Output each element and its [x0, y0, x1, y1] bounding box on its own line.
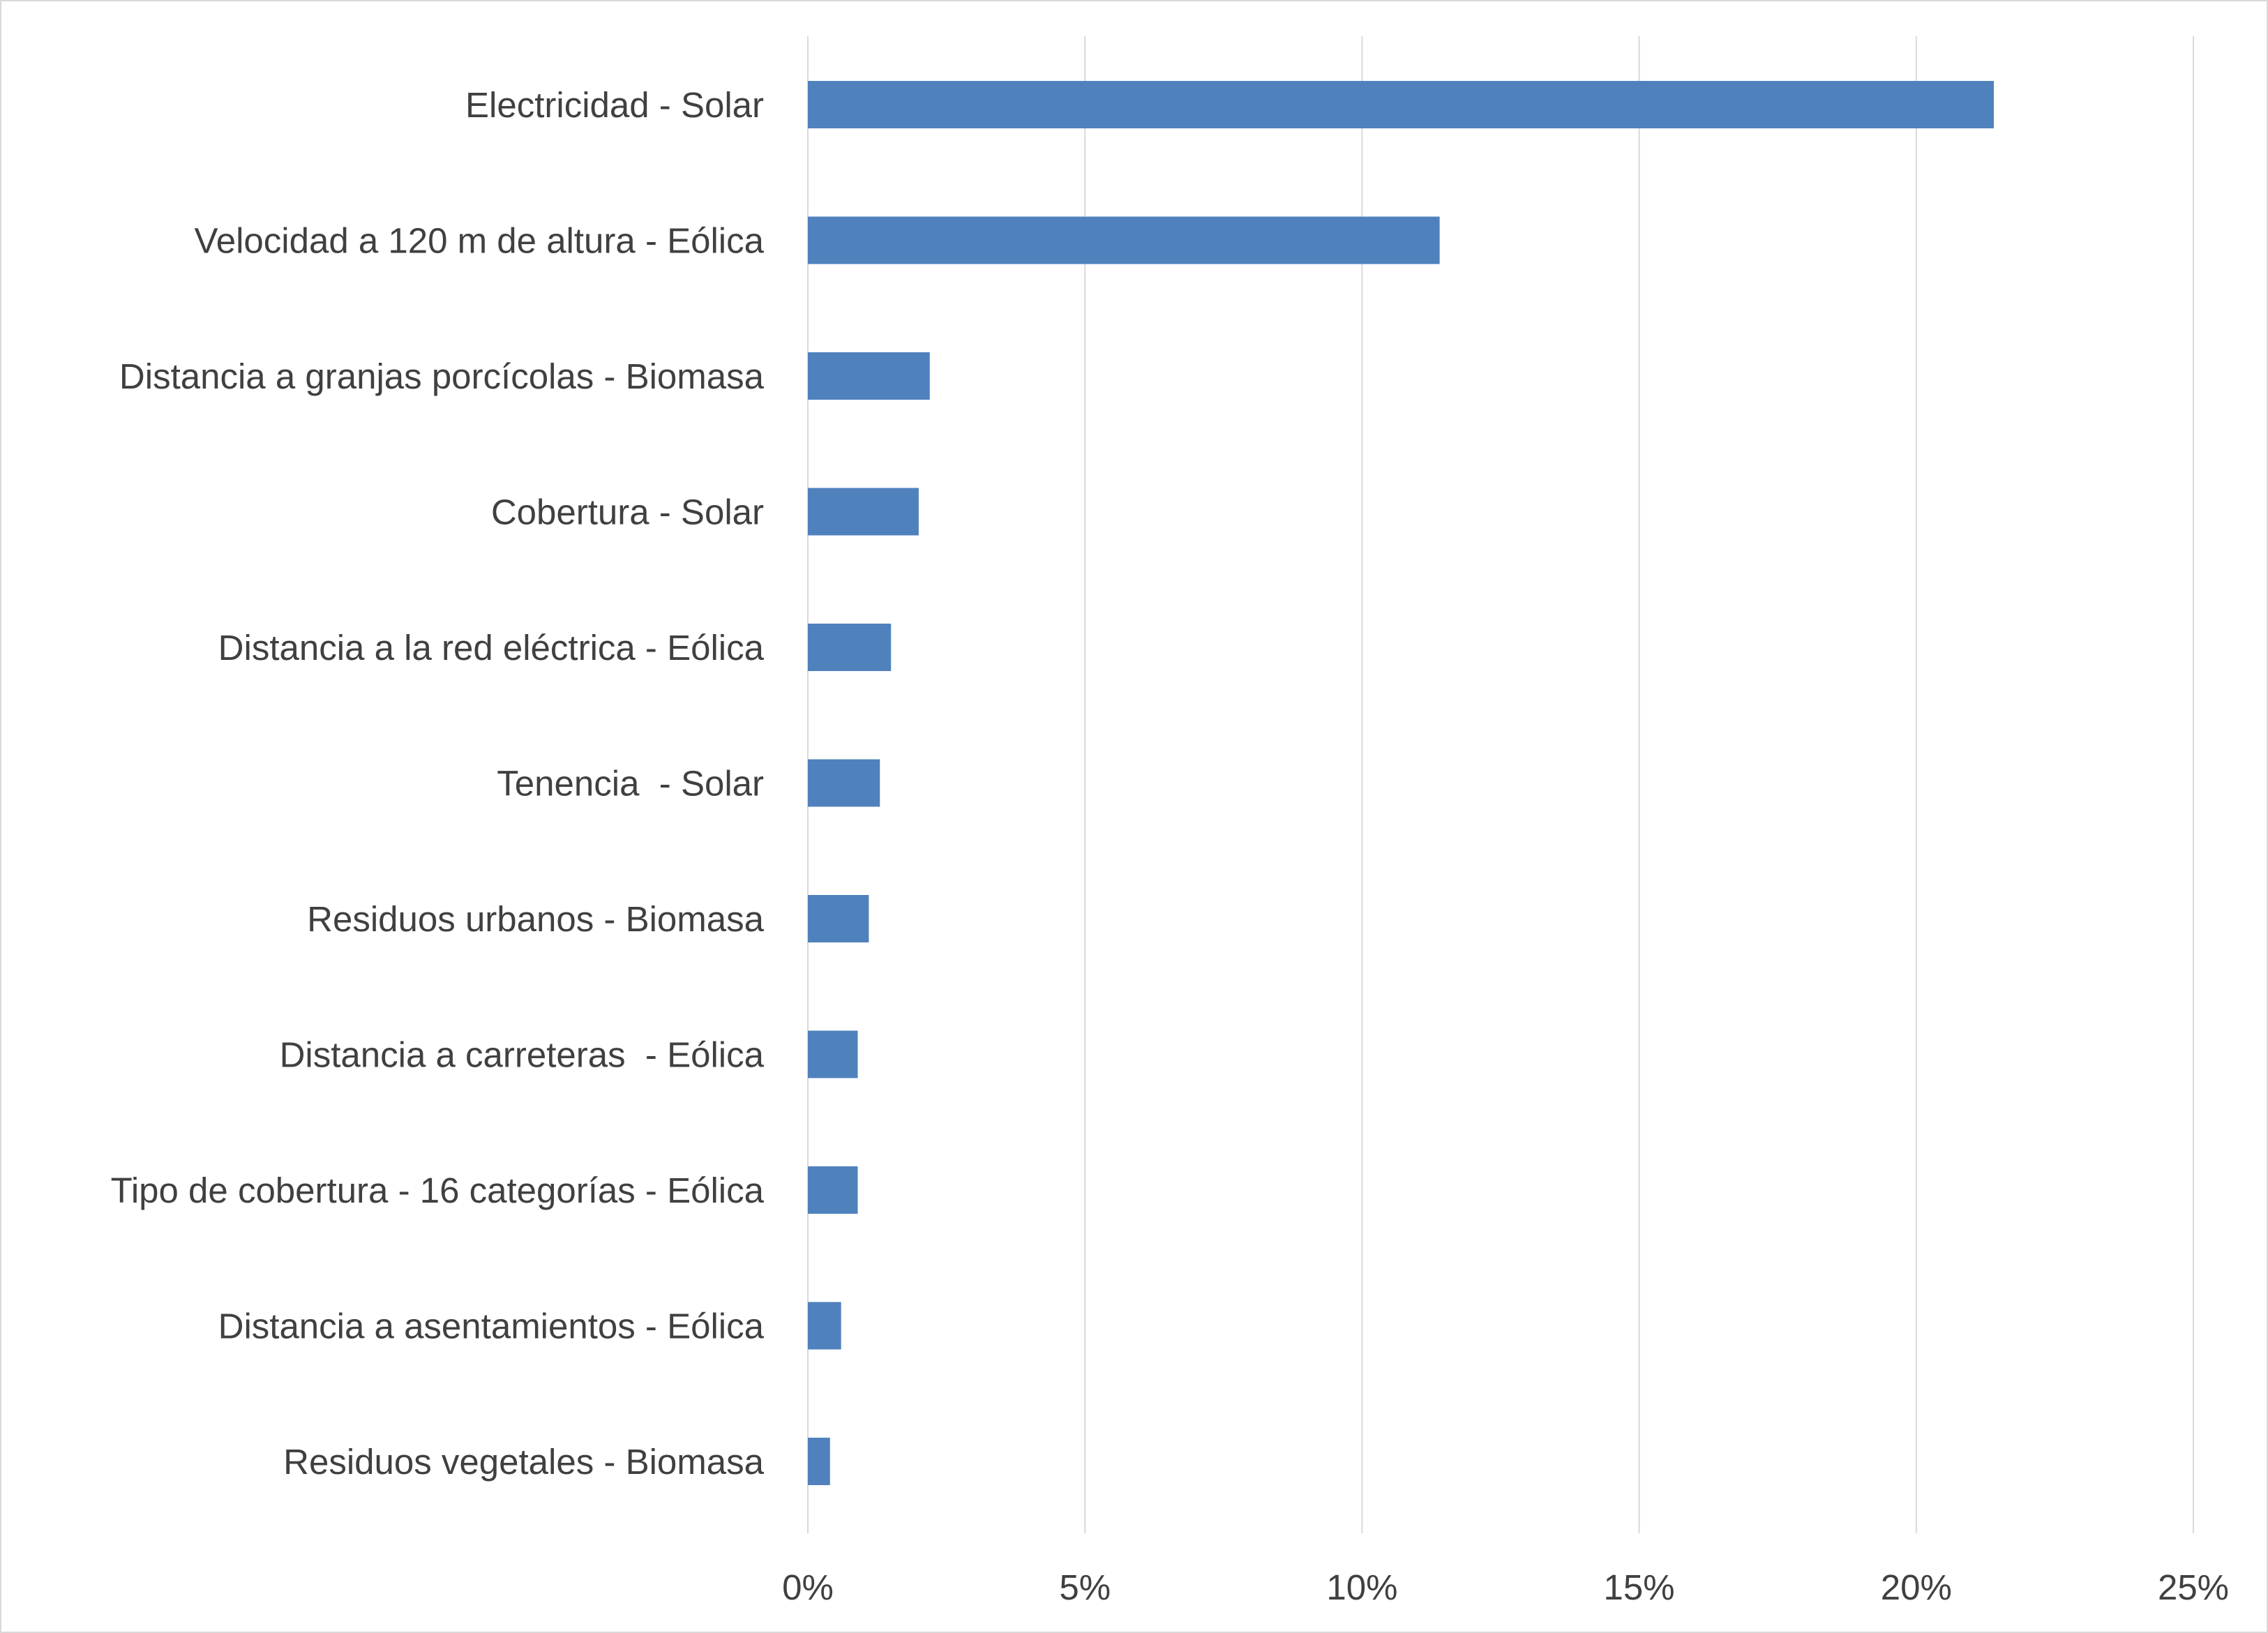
x-tick-label: 25% — [2158, 1567, 2229, 1607]
category-label: Distancia a asentamientos - Eólica — [218, 1307, 765, 1346]
bar — [808, 81, 1995, 128]
category-label: Tenencia - Solar — [497, 764, 764, 804]
bar — [808, 488, 919, 536]
category-label: Distancia a granjas porcícolas - Biomasa — [119, 356, 765, 396]
category-label: Electricidad - Solar — [465, 85, 764, 125]
category-label: Residuos vegetales - Biomasa — [283, 1442, 764, 1482]
x-tick-label: 0% — [782, 1567, 834, 1607]
category-label: Distancia a la red eléctrica - Eólica — [218, 628, 765, 668]
bar — [808, 895, 869, 942]
gridlines — [807, 36, 2194, 1533]
bar — [808, 352, 930, 400]
bar — [808, 216, 1440, 264]
bar — [808, 1030, 858, 1078]
category-label: Cobertura - Solar — [491, 492, 764, 532]
category-labels: Electricidad - Solar Velocidad a 120 m de… — [111, 85, 765, 1482]
x-tick-label: 20% — [1881, 1567, 1952, 1607]
category-label: Velocidad a 120 m de altura - Eólica — [195, 221, 765, 261]
x-axis-tick-labels: 0% 5% 10% 15% 20% 25% — [782, 1567, 2229, 1607]
x-tick-label: 10% — [1326, 1567, 1397, 1607]
bars — [808, 81, 1995, 1485]
bar — [808, 1166, 858, 1214]
category-label: Tipo de cobertura - 16 categorías - Eóli… — [111, 1171, 765, 1210]
category-label: Distancia a carreteras - Eólica — [280, 1035, 765, 1075]
x-tick-label: 5% — [1059, 1567, 1111, 1607]
x-tick-label: 15% — [1604, 1567, 1675, 1607]
bar — [808, 1438, 830, 1485]
category-label: Residuos urbanos - Biomasa — [307, 899, 764, 939]
bar — [808, 759, 880, 807]
bar — [808, 624, 892, 671]
bar — [808, 1302, 841, 1350]
